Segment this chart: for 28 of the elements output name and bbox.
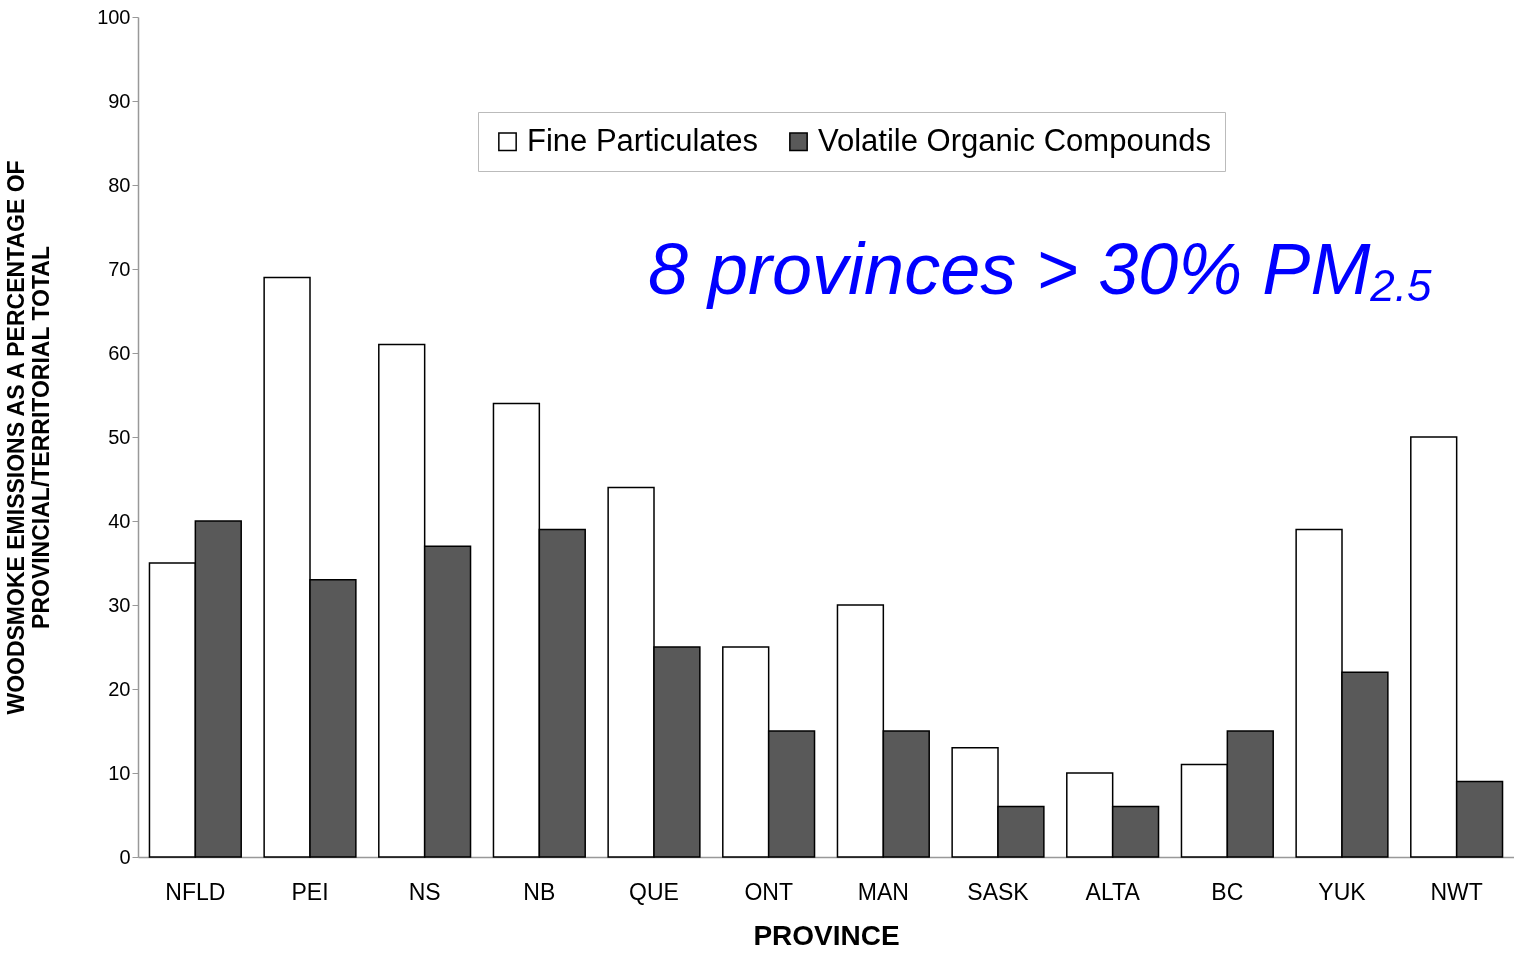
y-tick-label: 20	[108, 677, 131, 700]
y-tick-label: 50	[108, 425, 131, 448]
x-tick-label: PEI	[291, 878, 329, 905]
annotation: 8 provinces > 30% PM$_{2.5}$	[648, 228, 1432, 311]
y-tick-label: 40	[108, 509, 131, 532]
x-tick-label: ALTA	[1085, 878, 1141, 905]
y-tick-label: 90	[108, 89, 131, 112]
x-tick-label: NS	[408, 878, 441, 905]
x-tick-label: NWT	[1430, 878, 1483, 905]
y-tick-label: 80	[108, 173, 131, 196]
x-tick-label: MAN	[857, 878, 909, 905]
x-tick-label: QUE	[629, 878, 679, 905]
y-tick-label: 30	[108, 593, 131, 616]
x-tick-label: NFLD	[165, 878, 226, 905]
y-tick-label: 10	[108, 761, 131, 784]
y-tick-label: 60	[108, 341, 131, 364]
x-tick-label: BC	[1211, 878, 1244, 905]
x-tick-label: ONT	[744, 878, 793, 905]
y-axis-title: WOODSMOKE EMISSIONS AS A PERCENTAGE OF PROVINCIAL/TERRITORIAL TOTAL	[2, 160, 54, 715]
x-tick-label: SASK	[967, 878, 1030, 905]
x-tick-label: NB	[523, 878, 556, 905]
x-axis-title: PROVINCE	[753, 919, 900, 951]
y-tick-label: 0	[119, 845, 131, 868]
y-tick-label: 100	[97, 5, 131, 28]
y-tick-label: 70	[108, 257, 131, 280]
legend-label: Volatile Organic Compounds	[818, 122, 1211, 158]
legend-label: Fine Particulates	[527, 122, 758, 158]
x-tick-label: YUK	[1318, 878, 1367, 905]
